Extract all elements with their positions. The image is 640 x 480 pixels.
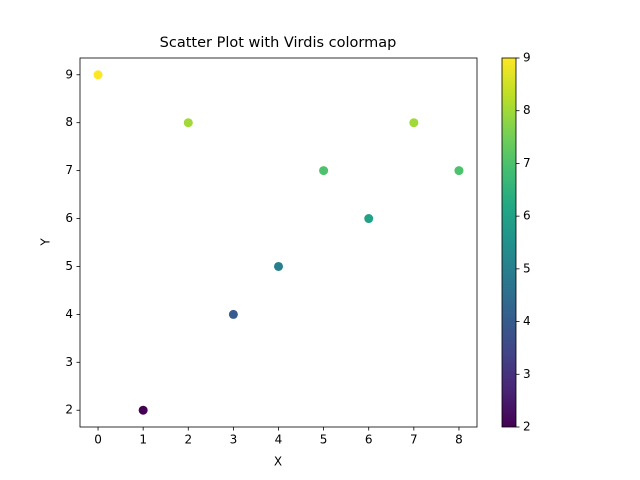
x-tick-label: 7	[410, 433, 418, 447]
x-tick-label: 0	[94, 433, 102, 447]
point	[409, 118, 419, 128]
y-tick-label: 8	[65, 115, 73, 129]
point	[138, 405, 148, 415]
chart-title: Scatter Plot with Virdis colormap	[160, 35, 397, 51]
colorbar-tick-label: 9	[523, 51, 531, 65]
y-tick-label: 2	[65, 403, 73, 417]
point	[183, 118, 193, 128]
y-tick-label: 4	[65, 307, 73, 321]
colorbar-tick-label: 7	[523, 156, 531, 170]
x-tick-label: 6	[365, 433, 373, 447]
colorbar	[501, 57, 517, 428]
colorbar-tick-label: 5	[523, 261, 531, 275]
y-tick-label: 9	[65, 67, 73, 81]
point	[319, 166, 329, 176]
point	[364, 214, 374, 224]
y-tick-label: 7	[65, 163, 73, 177]
point	[93, 70, 103, 80]
x-axis-label: X	[274, 455, 282, 469]
y-tick-label: 3	[65, 355, 73, 369]
colorbar-tick-label: 4	[523, 314, 531, 328]
x-tick-label: 5	[320, 433, 328, 447]
y-tick-label: 5	[65, 259, 73, 273]
plot-frame	[79, 57, 478, 428]
colorbar-tick-label: 6	[523, 209, 531, 223]
point	[274, 261, 283, 271]
x-tick-label: 1	[139, 433, 147, 447]
point	[228, 309, 238, 319]
x-tick-label: 8	[455, 433, 463, 447]
x-tick-label: 3	[230, 433, 238, 447]
x-tick-label: 2	[184, 433, 192, 447]
point	[454, 166, 464, 176]
y-axis-label: Y	[39, 238, 53, 247]
colorbar-tick-label: 2	[523, 420, 531, 434]
colorbar-tick-label: 8	[523, 103, 531, 117]
x-tick-label: 4	[275, 433, 283, 447]
y-tick-label: 6	[65, 211, 73, 225]
colorbar-tick-label: 3	[523, 367, 531, 381]
